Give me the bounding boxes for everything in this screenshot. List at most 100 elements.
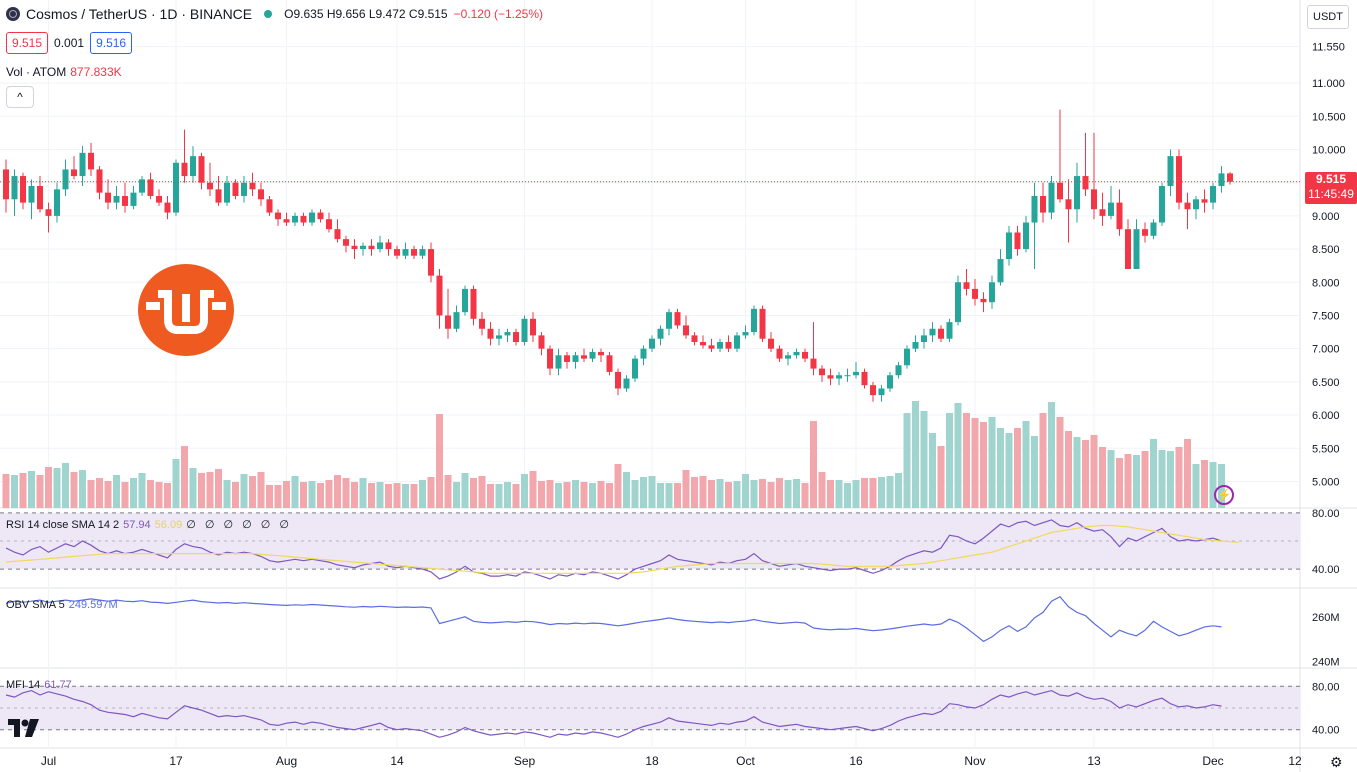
volume-bar xyxy=(827,480,834,508)
volume-bar xyxy=(606,483,613,508)
time-tick-label: 13 xyxy=(1087,754,1101,768)
candle-body xyxy=(1057,182,1063,200)
candle-body xyxy=(360,245,366,250)
volume-bar xyxy=(1175,447,1183,508)
volume-bar xyxy=(206,472,214,508)
volume-bar xyxy=(334,475,341,508)
volume-bar xyxy=(835,480,843,508)
buy-button[interactable]: 9.516 xyxy=(90,32,133,54)
indicator-tick-label: 40.00 xyxy=(1312,725,1340,737)
candle-body xyxy=(1167,156,1174,187)
volume-bar xyxy=(597,481,605,508)
volume-bar xyxy=(283,481,290,508)
candle-body xyxy=(1040,195,1046,213)
volume-bar xyxy=(648,476,656,508)
candle-body xyxy=(589,351,596,359)
currency-button[interactable]: USDT xyxy=(1307,5,1349,29)
volume-bar xyxy=(1099,447,1106,508)
candle-body xyxy=(725,342,732,349)
volume-bar xyxy=(1031,436,1038,508)
volume-bar xyxy=(1209,462,1217,508)
volume-bar xyxy=(708,480,715,508)
price-tick-label: 5.000 xyxy=(1312,476,1340,488)
volume-bar xyxy=(1167,451,1174,508)
lightning-icon[interactable]: ⚡ xyxy=(1214,485,1234,505)
cosmos-icon xyxy=(6,7,20,21)
volume-bar xyxy=(963,413,970,508)
price-tick-label: 8.500 xyxy=(1312,244,1340,256)
volume-bar xyxy=(776,478,783,508)
candle-body xyxy=(674,312,681,326)
candle-body xyxy=(105,192,111,203)
candle-body xyxy=(598,351,604,356)
candle-body xyxy=(173,162,179,213)
gear-icon[interactable]: ⚙ xyxy=(1330,754,1343,770)
volume-bar xyxy=(62,463,69,508)
volume-bar xyxy=(1005,433,1013,508)
volume-label: Vol · ATOM xyxy=(6,65,67,79)
volume-bar xyxy=(682,470,690,508)
candle-body xyxy=(1184,202,1191,210)
volume-bar xyxy=(461,473,469,508)
candle-body xyxy=(972,288,978,299)
candle-body xyxy=(1210,186,1216,203)
candle-body xyxy=(1227,173,1233,182)
rsi-label: RSI 14 close SMA 14 2 xyxy=(6,519,120,531)
candle-body xyxy=(190,156,196,177)
candle-body xyxy=(368,245,375,250)
volume-bar xyxy=(580,482,588,508)
candle-body xyxy=(938,328,944,339)
candle-body xyxy=(623,378,630,389)
candle-body xyxy=(28,186,35,203)
volume-bar xyxy=(725,482,732,508)
price-tick-label: 6.500 xyxy=(1312,377,1340,389)
volume-bar xyxy=(172,459,180,508)
candle-body xyxy=(581,355,587,359)
volume-bar xyxy=(410,484,418,508)
mfi-value: 61.77 xyxy=(44,679,72,691)
candle-body xyxy=(275,212,281,220)
volume-bar xyxy=(291,476,299,508)
candle-body xyxy=(997,259,1004,283)
candle-body xyxy=(887,375,893,389)
volume-bar xyxy=(903,413,911,508)
candle-body xyxy=(462,288,468,313)
collapse-legend-button[interactable]: ^ xyxy=(6,86,34,108)
volume-bar xyxy=(240,474,248,508)
volume-bar xyxy=(453,482,460,508)
volume-bar xyxy=(385,484,392,508)
volume-bar xyxy=(45,467,52,508)
last-price-label: 9.515 11:45:49 xyxy=(1305,172,1357,204)
volume-bar xyxy=(189,468,197,508)
candle-body xyxy=(649,338,655,349)
volume-bar xyxy=(920,411,928,508)
volume-bar xyxy=(215,469,222,508)
price-change: −0.120 (−1.25%) xyxy=(453,7,544,21)
volume-bar xyxy=(1090,435,1098,508)
candle-body xyxy=(147,179,154,196)
symbol-title[interactable]: Cosmos / TetherUS · 1D · BINANCE xyxy=(26,6,253,22)
candle-body xyxy=(759,308,766,339)
sell-button[interactable]: 9.515 xyxy=(6,32,49,54)
spread-value: 0.001 xyxy=(54,36,85,50)
volume-bar xyxy=(589,483,596,508)
candle-body xyxy=(1218,173,1225,187)
candle-body xyxy=(428,249,434,276)
volume-bar xyxy=(104,481,112,508)
volume-bar xyxy=(121,482,129,508)
tradingview-logo-icon[interactable] xyxy=(8,717,40,743)
indicator-tick-label: 80.00 xyxy=(1312,508,1340,520)
volume-bar xyxy=(130,478,137,508)
volume-bar xyxy=(521,474,528,508)
volume-bar xyxy=(818,472,826,508)
volume-bar xyxy=(300,482,307,508)
countdown: 11:45:49 xyxy=(1308,187,1354,201)
volume-bar xyxy=(733,481,741,508)
volume-bar xyxy=(640,477,647,508)
volume-bar xyxy=(70,472,78,508)
volume-bar xyxy=(759,479,766,508)
candle-body xyxy=(1176,156,1182,203)
volume-bar xyxy=(317,483,324,508)
price-tick-label: 10.500 xyxy=(1312,111,1346,123)
